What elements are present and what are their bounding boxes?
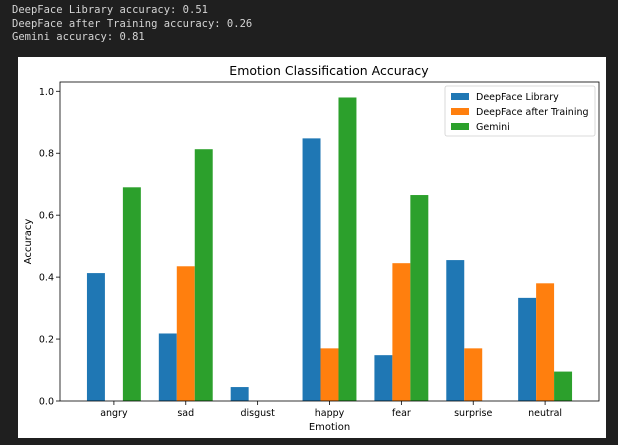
x-axis: angry sad disgust happy fear surprise neutral xyxy=(100,401,562,419)
x-tick-label: surprise xyxy=(454,408,492,419)
bar xyxy=(122,187,141,401)
bar xyxy=(302,138,321,401)
bar xyxy=(536,283,555,401)
bar xyxy=(230,387,249,401)
x-tick-label: happy xyxy=(315,408,345,419)
bar xyxy=(158,333,177,401)
legend-swatch xyxy=(451,93,469,100)
y-tick-label: 0.4 xyxy=(39,273,54,284)
x-tick-label: fear xyxy=(392,408,411,419)
bar xyxy=(410,195,429,401)
bar-chart: Emotion Classification Accuracy 0.00.20.… xyxy=(23,63,600,433)
x-axis-label: Emotion xyxy=(309,422,350,433)
bar xyxy=(374,355,393,401)
console-output: DeepFace Library accuracy: 0.51 DeepFace… xyxy=(12,4,252,45)
console-line: DeepFace after Training accuracy: 0.26 xyxy=(12,17,253,30)
y-axis-label: Accuracy xyxy=(23,219,34,265)
bar xyxy=(554,371,573,401)
y-tick-label: 0.2 xyxy=(39,335,54,346)
y-tick-label: 0.0 xyxy=(39,397,54,408)
x-tick-label: disgust xyxy=(240,408,275,419)
x-tick-label: sad xyxy=(177,408,194,419)
bar xyxy=(518,297,537,401)
y-tick-label: 1.0 xyxy=(39,87,54,98)
bar xyxy=(392,263,411,401)
console-line: DeepFace Library accuracy: 0.51 xyxy=(12,4,208,16)
legend-swatch xyxy=(451,123,469,130)
legend: DeepFace Library DeepFace after Training G… xyxy=(444,85,596,137)
x-tick-label: angry xyxy=(100,408,128,419)
x-tick-label: neutral xyxy=(528,408,562,419)
y-axis: 0.0 0.2 0.4 0.6 0.8 1.0 xyxy=(39,87,60,408)
bar xyxy=(464,348,483,401)
bar xyxy=(446,260,465,401)
y-tick-label: 0.8 xyxy=(39,149,54,160)
plot-frame xyxy=(59,81,600,402)
legend-swatch xyxy=(451,108,469,115)
bars-group xyxy=(86,97,573,401)
console-line: Gemini accuracy: 0.81 xyxy=(12,31,145,43)
bar xyxy=(338,97,357,401)
bar xyxy=(176,266,195,401)
legend-label: DeepFace after Training xyxy=(476,107,589,118)
legend-label: Gemini xyxy=(476,122,510,133)
bar xyxy=(320,348,339,401)
chart-title: Emotion Classification Accuracy xyxy=(229,63,429,78)
legend-box xyxy=(444,85,596,137)
bar xyxy=(86,273,105,401)
bar xyxy=(194,149,213,401)
chart-figure: Emotion Classification Accuracy 0.0 0.2 0.… xyxy=(18,57,606,438)
y-tick-label: 0.6 xyxy=(39,211,54,222)
legend-label: DeepFace Library xyxy=(476,92,559,103)
